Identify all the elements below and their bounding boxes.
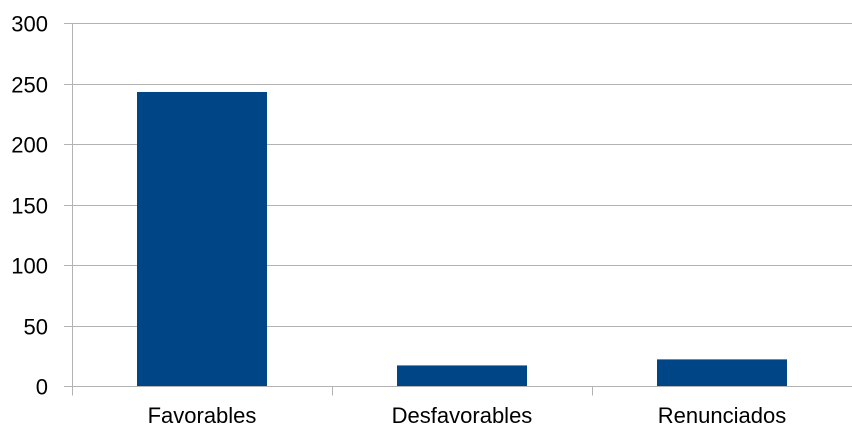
bar-renunciados <box>657 359 787 386</box>
x-tick-labels: Favorables Desfavorables Renunciados <box>148 403 787 428</box>
y-tick-label: 300 <box>11 12 48 37</box>
bars <box>137 91 787 386</box>
y-tick-label: 100 <box>11 254 48 279</box>
x-tick-label: Desfavorables <box>392 403 533 428</box>
bar-desfavorables <box>397 365 527 386</box>
y-tick-label: 250 <box>11 73 48 98</box>
axes <box>64 23 852 396</box>
y-tick-labels: 0 50 100 150 200 250 300 <box>11 12 48 400</box>
y-tick-label: 200 <box>11 133 48 158</box>
x-tick-label: Favorables <box>148 403 257 428</box>
y-tick-label: 50 <box>24 315 48 340</box>
bar-favorables <box>137 91 267 386</box>
y-tick-label: 150 <box>11 194 48 219</box>
y-tick-label: 0 <box>36 375 48 400</box>
x-tick-label: Renunciados <box>658 403 786 428</box>
